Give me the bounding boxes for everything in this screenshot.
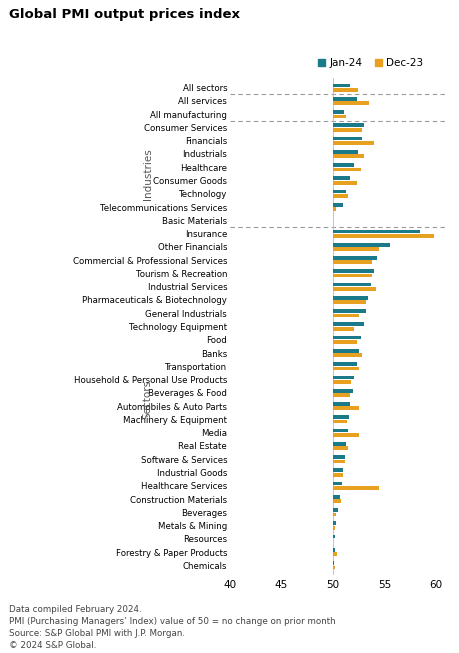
Bar xyxy=(332,460,345,463)
Bar xyxy=(332,208,336,211)
Bar xyxy=(332,535,334,539)
Bar xyxy=(332,190,346,193)
Bar xyxy=(332,495,339,499)
Bar xyxy=(332,433,358,437)
Bar xyxy=(332,234,433,238)
Bar xyxy=(332,353,361,357)
Text: Global PMI output prices index: Global PMI output prices index xyxy=(9,8,240,21)
Bar xyxy=(332,84,350,88)
Bar xyxy=(332,500,341,503)
Bar xyxy=(332,296,367,300)
Bar xyxy=(332,522,336,525)
Bar xyxy=(332,181,356,185)
Bar xyxy=(332,230,420,233)
Bar xyxy=(332,406,358,410)
Bar xyxy=(332,101,368,105)
Bar xyxy=(332,340,356,344)
Bar xyxy=(332,562,333,565)
Bar xyxy=(332,349,358,353)
Bar xyxy=(332,482,341,485)
Bar xyxy=(332,548,334,552)
Bar xyxy=(332,380,351,383)
Bar xyxy=(332,97,356,101)
Bar xyxy=(332,176,350,180)
Bar xyxy=(332,110,343,114)
Bar xyxy=(332,323,363,326)
Bar xyxy=(332,300,365,304)
Text: Data compiled February 2024.
PMI (Purchasing Managers’ Index) value of 50 = no c: Data compiled February 2024. PMI (Purcha… xyxy=(9,605,335,650)
Bar xyxy=(332,270,373,273)
Bar xyxy=(332,313,358,317)
Bar xyxy=(332,455,345,459)
Bar xyxy=(332,362,356,366)
Bar xyxy=(332,468,342,472)
Bar xyxy=(332,261,371,264)
Bar xyxy=(332,309,365,313)
Bar xyxy=(332,336,360,340)
Bar xyxy=(332,375,353,379)
Bar xyxy=(332,442,346,445)
Bar xyxy=(332,128,361,131)
Bar xyxy=(332,243,389,247)
Bar xyxy=(332,88,357,91)
Bar xyxy=(332,114,346,118)
Bar xyxy=(332,256,376,260)
Bar xyxy=(332,141,373,145)
Bar xyxy=(332,402,350,406)
Bar xyxy=(332,446,347,450)
Bar xyxy=(332,415,349,419)
Bar xyxy=(332,366,358,370)
Bar xyxy=(332,274,371,278)
Bar xyxy=(332,287,375,291)
Bar xyxy=(332,508,337,512)
Bar xyxy=(332,420,347,423)
Bar xyxy=(332,393,350,397)
Legend: Jan-24, Dec-23: Jan-24, Dec-23 xyxy=(317,58,422,68)
Bar xyxy=(332,486,379,490)
Bar xyxy=(332,203,342,207)
Bar xyxy=(332,526,334,530)
Bar xyxy=(332,247,379,251)
Bar xyxy=(332,428,347,432)
Bar xyxy=(332,150,357,153)
Bar xyxy=(332,565,334,569)
Bar xyxy=(332,283,370,287)
Bar xyxy=(332,389,352,392)
Bar xyxy=(332,123,363,127)
Text: Sectors: Sectors xyxy=(143,380,152,419)
Bar xyxy=(332,154,363,158)
Bar xyxy=(332,552,336,556)
Bar xyxy=(332,513,336,517)
Bar xyxy=(332,163,353,167)
Bar xyxy=(332,327,353,330)
Bar xyxy=(332,473,342,477)
Bar xyxy=(332,168,360,171)
Bar xyxy=(332,194,347,198)
Text: Industries: Industries xyxy=(143,148,152,200)
Bar xyxy=(332,136,361,140)
